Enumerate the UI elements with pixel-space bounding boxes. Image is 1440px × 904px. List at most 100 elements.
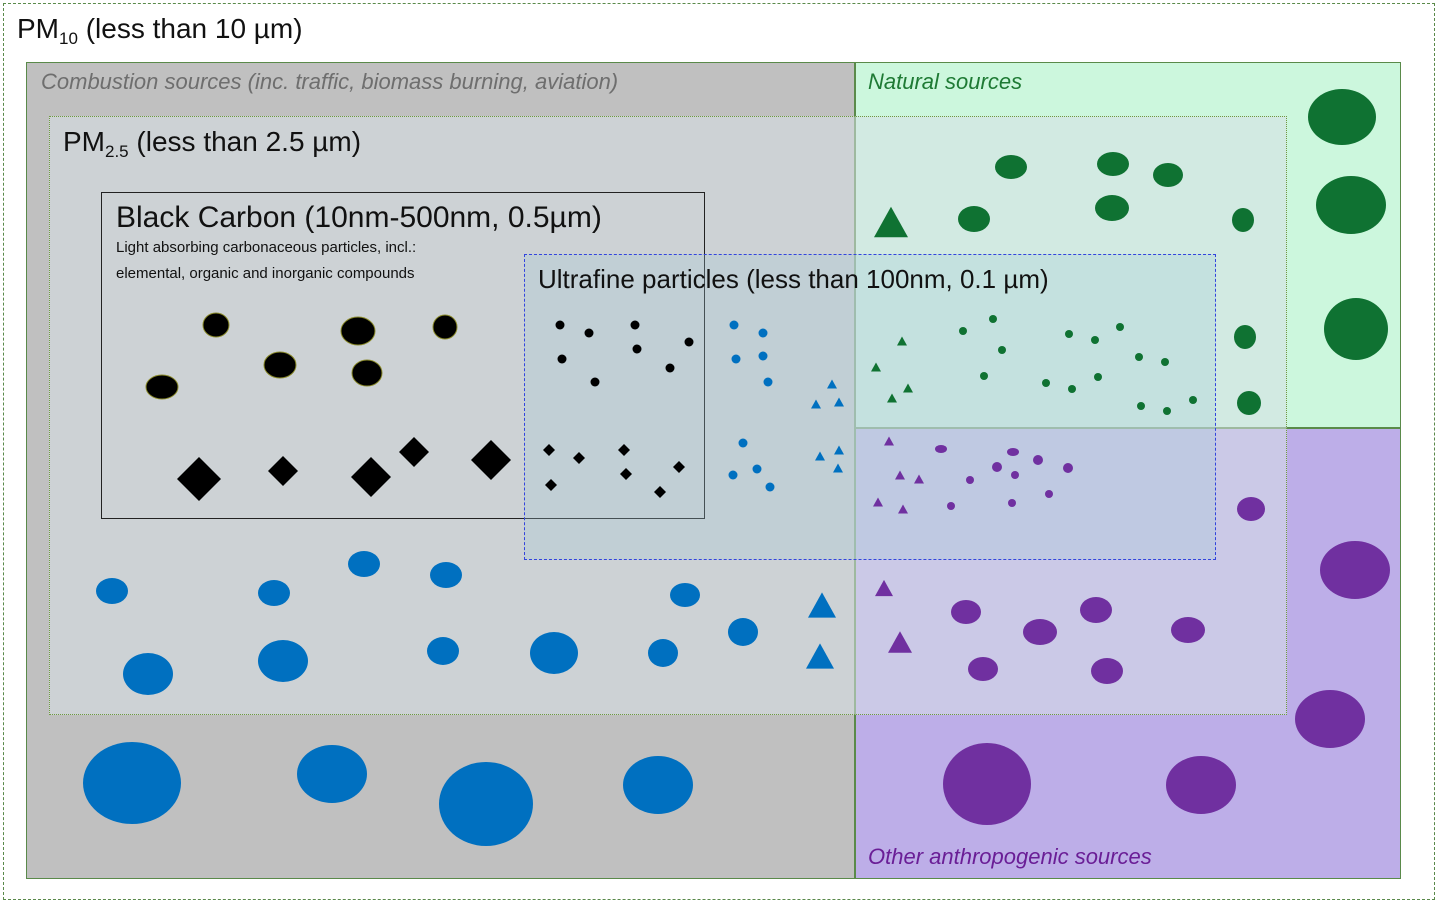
ultrafine-blue-particle: [729, 320, 739, 330]
other-purple-particle: [1171, 617, 1205, 643]
ultrafine-green-particle: [1068, 385, 1076, 393]
ultrafine-purple-triangle-particle: [914, 474, 924, 484]
ultrafine-purple-particle: [992, 462, 1002, 472]
ultrafine-purple-triangle-particle: [898, 504, 908, 514]
ultrafine-green-particle: [1163, 407, 1171, 415]
pm10-blue-particle: [623, 756, 693, 814]
other-purple-particle: [1080, 597, 1112, 623]
other-purple-large-particle: [943, 743, 1031, 825]
ultrafine-purple-triangle-particle: [884, 436, 894, 446]
ultrafine-black-diamond-particle: [673, 461, 685, 473]
pm25-blue-particle: [670, 583, 700, 607]
ultrafine-particles-region: [524, 254, 1216, 560]
black-carbon-diamond-particle: [351, 457, 391, 497]
ultrafine-green-triangle-particle: [887, 393, 897, 403]
other-purple-particle: [1023, 619, 1057, 645]
pm25-title: PM2.5 (less than 2.5 µm): [63, 126, 362, 161]
ultrafine-blue-particle: [738, 438, 748, 448]
pm25-size-range: (less than 2.5 µm): [136, 126, 362, 157]
natural-green-particle: [1095, 195, 1129, 221]
ultrafine-blue-particle: [763, 377, 773, 387]
other-purple-particle: [1091, 658, 1123, 684]
ultrafine-green-triangle-particle: [871, 362, 881, 372]
ultrafine-purple-particle: [1033, 455, 1043, 465]
other-purple-large-particle: [1295, 690, 1365, 748]
pm10-blue-particle: [83, 742, 181, 824]
black-carbon-description-line2: elemental, organic and inorganic compoun…: [116, 265, 415, 282]
natural-green-triangle-particle: [874, 206, 908, 238]
natural-green-large-particle: [1324, 298, 1388, 360]
ultrafine-green-particle: [1094, 373, 1102, 381]
ultrafine-black-diamond-particle: [573, 452, 585, 464]
natural-green-particle: [958, 206, 990, 232]
pm10-title: PM10 (less than 10 µm): [17, 13, 303, 48]
pm25-blue-particle: [530, 632, 578, 674]
ultrafine-purple-triangle-particle: [895, 470, 905, 480]
ultrafine-black-particle: [630, 320, 640, 330]
ultrafine-blue-triangle-particle: [827, 379, 837, 389]
pm10-region: [3, 3, 1435, 900]
ultrafine-green-particle: [998, 346, 1006, 354]
ultrafine-purple-particle: [1063, 463, 1073, 473]
black-carbon-particle: [351, 359, 383, 387]
other-purple-particle: [951, 600, 981, 624]
pm25-blue-particle: [728, 618, 758, 646]
ultrafine-green-particle: [1161, 358, 1169, 366]
ultrafine-green-triangle-particle: [903, 383, 913, 393]
black-carbon-diamond-particle: [268, 456, 298, 486]
natural-green-particle: [1232, 208, 1254, 232]
ultrafine-black-diamond-particle: [618, 444, 630, 456]
ultrafine-green-particle: [959, 327, 967, 335]
ultrafine-blue-triangle-particle: [834, 445, 844, 455]
ultrafine-blue-triangle-particle: [833, 463, 843, 473]
ultrafine-blue-particle: [731, 354, 741, 364]
ultrafine-green-particle: [1042, 379, 1050, 387]
pm10-size-range: (less than 10 µm): [85, 13, 303, 44]
ultrafine-blue-particle: [728, 470, 738, 480]
other-purple-particle: [1237, 497, 1265, 521]
ultrafine-green-particle: [980, 372, 988, 380]
ultrafine-black-diamond-particle: [543, 444, 555, 456]
ultrafine-green-particle: [1189, 396, 1197, 404]
pm25-label: PM: [63, 126, 105, 157]
ultrafine-green-particle: [1065, 330, 1073, 338]
ultrafine-black-particle: [632, 344, 642, 354]
ultrafine-particles-title: Ultrafine particles (less than 100nm, 0.…: [538, 264, 1049, 294]
black-carbon-particle: [202, 312, 230, 338]
pm25-subscript: 2.5: [105, 142, 129, 161]
black-carbon-title: Black Carbon (10nm-500nm, 0.5µm): [116, 201, 602, 234]
ultrafine-purple-triangle-particle: [873, 497, 883, 507]
ultrafine-blue-particle: [758, 328, 768, 338]
black-carbon-diamond-particle: [399, 437, 429, 467]
natural-green-particle: [1153, 163, 1183, 187]
ultrafine-purple-particle: [1045, 490, 1053, 498]
pm25-blue-particle: [258, 580, 290, 606]
ultrafine-black-diamond-particle: [545, 479, 557, 491]
pm25-blue-particle: [348, 551, 380, 577]
pm10-blue-particle: [439, 762, 533, 846]
natural-green-particle: [1097, 152, 1129, 176]
pm25-region: [49, 116, 1287, 715]
other-purple-triangle-particle: [875, 579, 893, 597]
natural-green-large-particle: [1316, 176, 1386, 234]
ultrafine-black-diamond-particle: [654, 486, 666, 498]
ultrafine-green-particle: [1137, 402, 1145, 410]
natural-green-large-particle: [1308, 89, 1376, 145]
black-carbon-description-line1: Light absorbing carbonaceous particles, …: [116, 239, 417, 256]
natural-green-particle: [995, 155, 1027, 179]
pm25-blue-particle: [96, 578, 128, 604]
black-carbon-particle: [263, 351, 297, 379]
other-purple-large-particle: [1320, 541, 1390, 599]
black-carbon-diamond-particle: [471, 440, 511, 480]
ultrafine-purple-particle: [1008, 499, 1016, 507]
ultrafine-black-particle: [665, 363, 675, 373]
black-carbon-diamond-particle: [177, 457, 221, 501]
ultrafine-purple-particle: [947, 502, 955, 510]
ultrafine-green-particle: [1135, 353, 1143, 361]
combustion-sources-label: Combustion sources (inc. traffic, biomas…: [41, 69, 619, 94]
other-purple-particle: [968, 657, 998, 681]
ultrafine-blue-triangle-particle: [834, 397, 844, 407]
black-carbon-particle: [145, 374, 179, 400]
black-carbon-particle: [340, 316, 376, 346]
